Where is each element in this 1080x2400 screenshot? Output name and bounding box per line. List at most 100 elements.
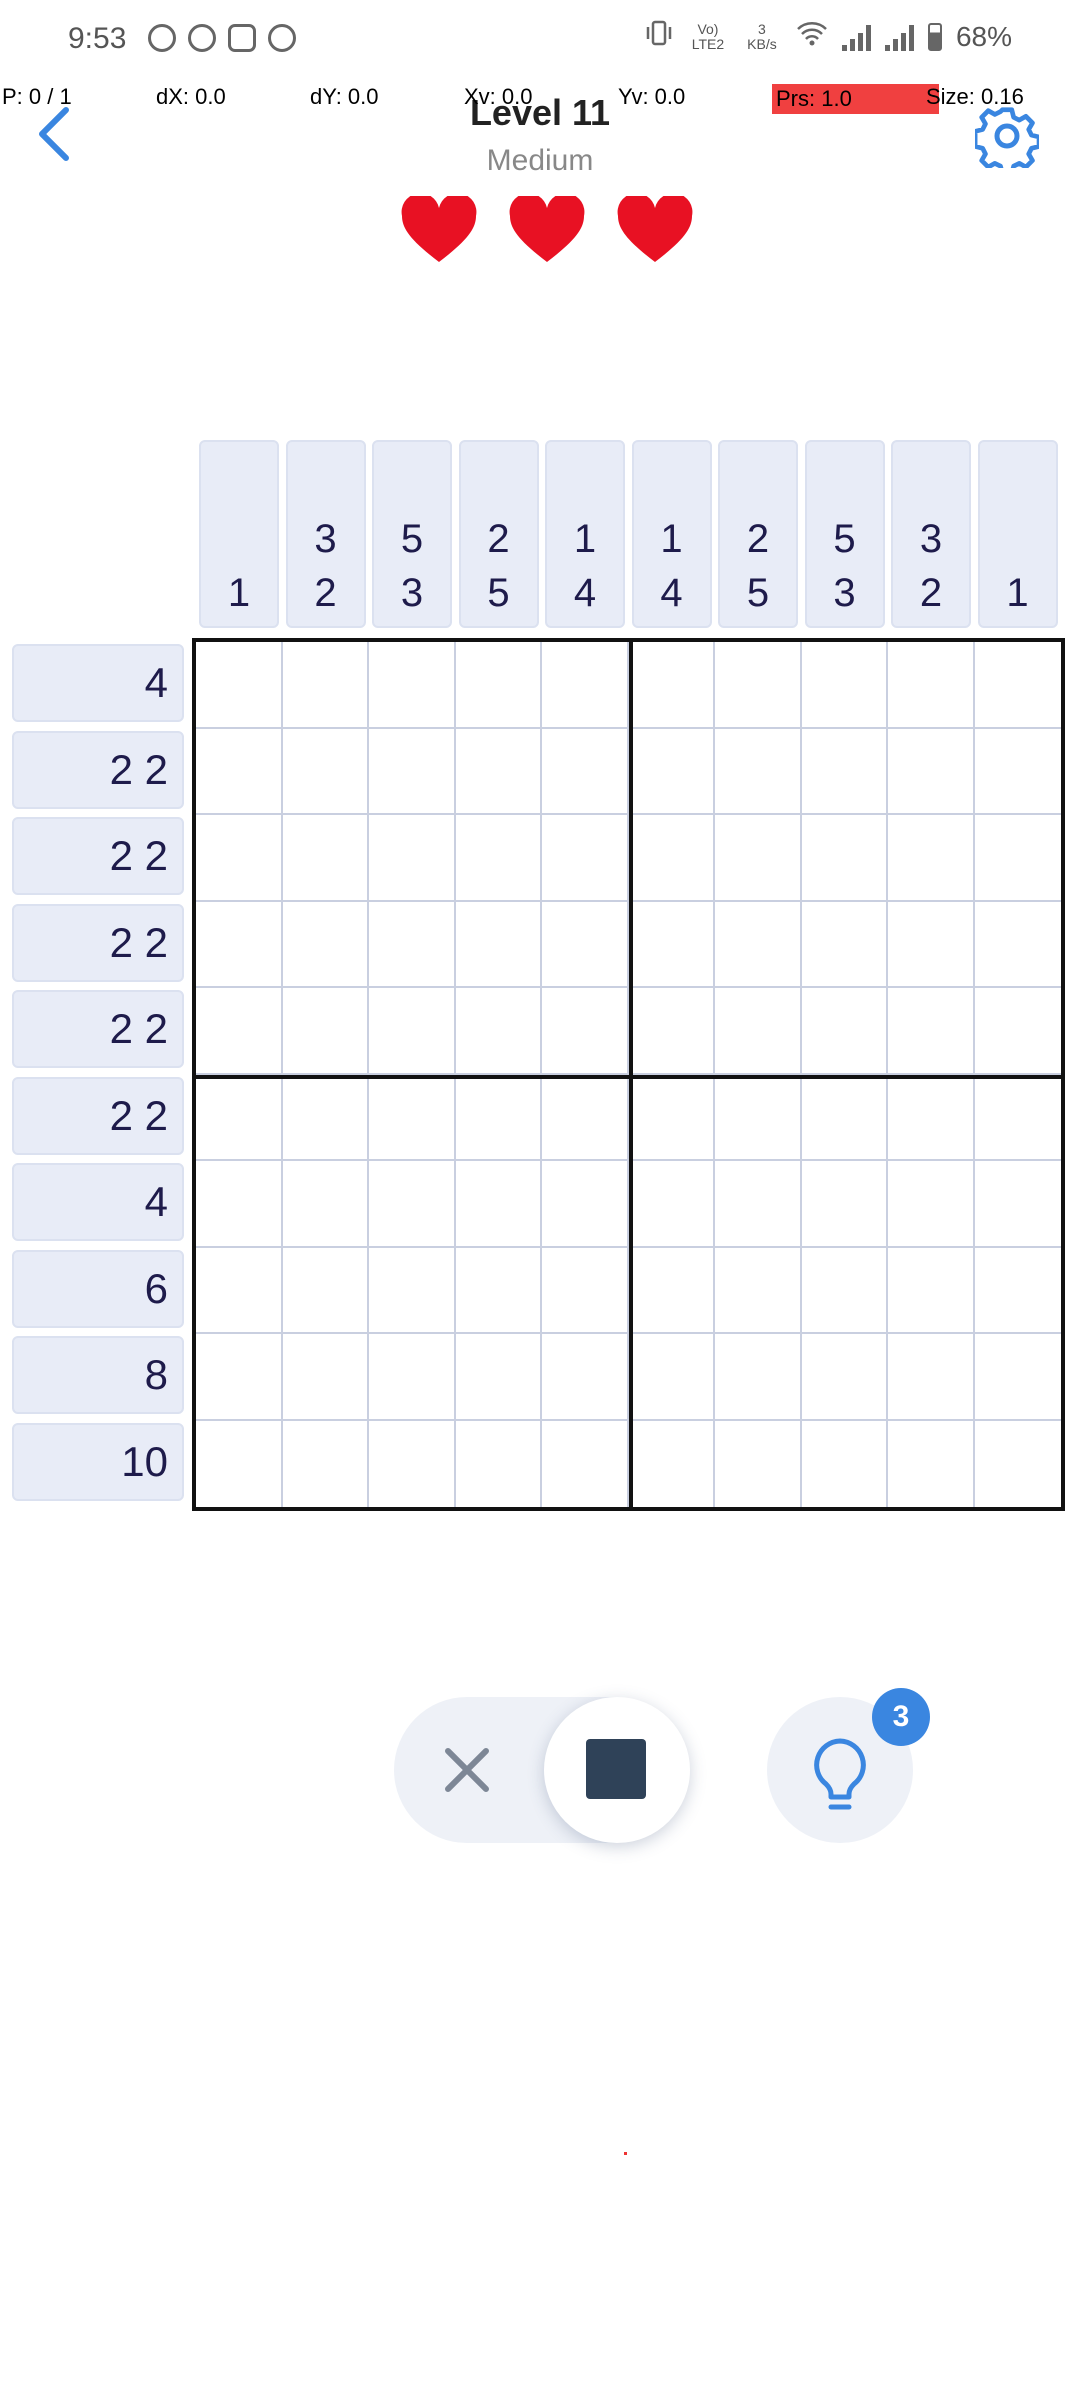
grid-cell[interactable] (974, 988, 1061, 1075)
grid-cell[interactable] (282, 901, 369, 988)
grid-cell[interactable] (974, 815, 1061, 902)
grid-cell[interactable] (282, 988, 369, 1075)
grid-cell[interactable] (801, 1247, 888, 1334)
grid-cell[interactable] (715, 988, 802, 1075)
grid-cell[interactable] (455, 815, 542, 902)
grid-cell[interactable] (888, 1420, 975, 1507)
grid-cell[interactable] (542, 901, 629, 988)
grid-cell[interactable] (628, 988, 715, 1075)
grid-cell[interactable] (282, 815, 369, 902)
grid-cell[interactable] (628, 1247, 715, 1334)
grid-cell[interactable] (888, 1074, 975, 1161)
grid-cell[interactable] (542, 728, 629, 815)
grid-cell[interactable] (628, 901, 715, 988)
grid-cell[interactable] (283, 1420, 369, 1507)
grid-cell[interactable] (369, 642, 456, 729)
grid-cell[interactable] (455, 1334, 542, 1421)
grid-cell[interactable] (369, 901, 456, 988)
grid-cell[interactable] (369, 1074, 456, 1161)
grid-cell[interactable] (196, 1334, 283, 1421)
grid-cell[interactable] (801, 988, 888, 1075)
grid-cell[interactable] (369, 1161, 456, 1248)
grid-cell[interactable] (974, 729, 1061, 815)
grid-cell[interactable] (715, 1247, 802, 1334)
grid-cell[interactable] (888, 815, 975, 902)
grid-cell[interactable] (542, 815, 629, 902)
grid-cell[interactable] (974, 1334, 1061, 1421)
grid-cell[interactable] (455, 642, 542, 729)
grid-cell[interactable] (196, 1247, 283, 1334)
grid-cell[interactable] (369, 988, 456, 1075)
grid-cell[interactable] (974, 1248, 1061, 1334)
cross-mode-button[interactable] (430, 1733, 504, 1807)
grid-cell[interactable] (629, 1420, 715, 1507)
grid-cell[interactable] (455, 1247, 542, 1334)
grid-cell[interactable] (715, 1074, 802, 1161)
grid-cell[interactable] (888, 1247, 975, 1334)
grid-cell[interactable] (542, 1161, 629, 1248)
mode-toggle[interactable] (394, 1697, 690, 1843)
grid-cell[interactable] (369, 815, 456, 902)
grid-cell[interactable] (801, 642, 888, 729)
grid-cell[interactable] (628, 728, 715, 815)
grid-cell[interactable] (801, 728, 888, 815)
grid-cell[interactable] (369, 1247, 456, 1334)
grid-cell[interactable] (801, 1074, 888, 1161)
grid-cell[interactable] (801, 1334, 888, 1421)
grid-cell[interactable] (542, 1334, 629, 1421)
grid-cell[interactable] (455, 1161, 542, 1248)
grid-cell[interactable] (628, 642, 715, 729)
grid-cell[interactable] (196, 1074, 283, 1161)
grid-cell[interactable] (196, 815, 283, 902)
grid-cell[interactable] (369, 1420, 456, 1507)
grid-cell[interactable] (542, 1074, 629, 1161)
grid-cell[interactable] (715, 1334, 802, 1421)
grid-cell[interactable] (455, 988, 542, 1075)
grid-cell[interactable] (196, 1420, 283, 1507)
grid-cell[interactable] (455, 901, 542, 988)
grid-cell[interactable] (282, 1161, 369, 1248)
grid-cell[interactable] (542, 988, 629, 1075)
grid-cell[interactable] (801, 1161, 888, 1248)
grid-cell[interactable] (801, 901, 888, 988)
grid-cell[interactable] (888, 642, 975, 729)
grid-cell[interactable] (282, 642, 369, 729)
grid-cell[interactable] (542, 642, 629, 729)
grid-cell[interactable] (369, 728, 456, 815)
grid-cell[interactable] (715, 901, 802, 988)
grid-cell[interactable] (628, 815, 715, 902)
grid-cell[interactable] (196, 728, 283, 815)
grid-cell[interactable] (974, 902, 1061, 988)
grid-cell[interactable] (542, 1247, 629, 1334)
grid-cell[interactable] (888, 1334, 975, 1421)
grid-cell[interactable] (282, 1334, 369, 1421)
grid-cell[interactable] (975, 1421, 1062, 1508)
grid-cell[interactable] (888, 1161, 975, 1248)
grid-cell[interactable] (369, 1334, 456, 1421)
grid-cell[interactable] (974, 1161, 1061, 1248)
grid-cell[interactable] (282, 1247, 369, 1334)
grid-cell[interactable] (974, 1075, 1061, 1161)
grid-cell[interactable] (196, 988, 283, 1075)
grid-cell[interactable] (455, 728, 542, 815)
grid-cell[interactable] (196, 1161, 283, 1248)
grid-cell[interactable] (715, 728, 802, 815)
back-button[interactable] (30, 104, 80, 164)
fill-mode-button[interactable] (544, 1697, 690, 1843)
grid-cell[interactable] (282, 1074, 369, 1161)
grid-cell[interactable] (715, 815, 802, 902)
grid-cell[interactable] (628, 1161, 715, 1248)
grid-cell[interactable] (888, 901, 975, 988)
grid-cell[interactable] (196, 901, 283, 988)
grid-cell[interactable] (282, 728, 369, 815)
grid-cell[interactable] (542, 1420, 629, 1507)
grid-cell[interactable] (455, 1074, 542, 1161)
grid-cell[interactable] (715, 642, 802, 729)
grid-cell[interactable] (888, 728, 975, 815)
nonogram-board[interactable] (192, 638, 1065, 1511)
grid-cell[interactable] (715, 1420, 802, 1507)
grid-cell[interactable] (196, 642, 283, 729)
grid-cell[interactable] (628, 1334, 715, 1421)
grid-cell[interactable] (456, 1420, 542, 1507)
grid-cell[interactable] (974, 642, 1061, 729)
